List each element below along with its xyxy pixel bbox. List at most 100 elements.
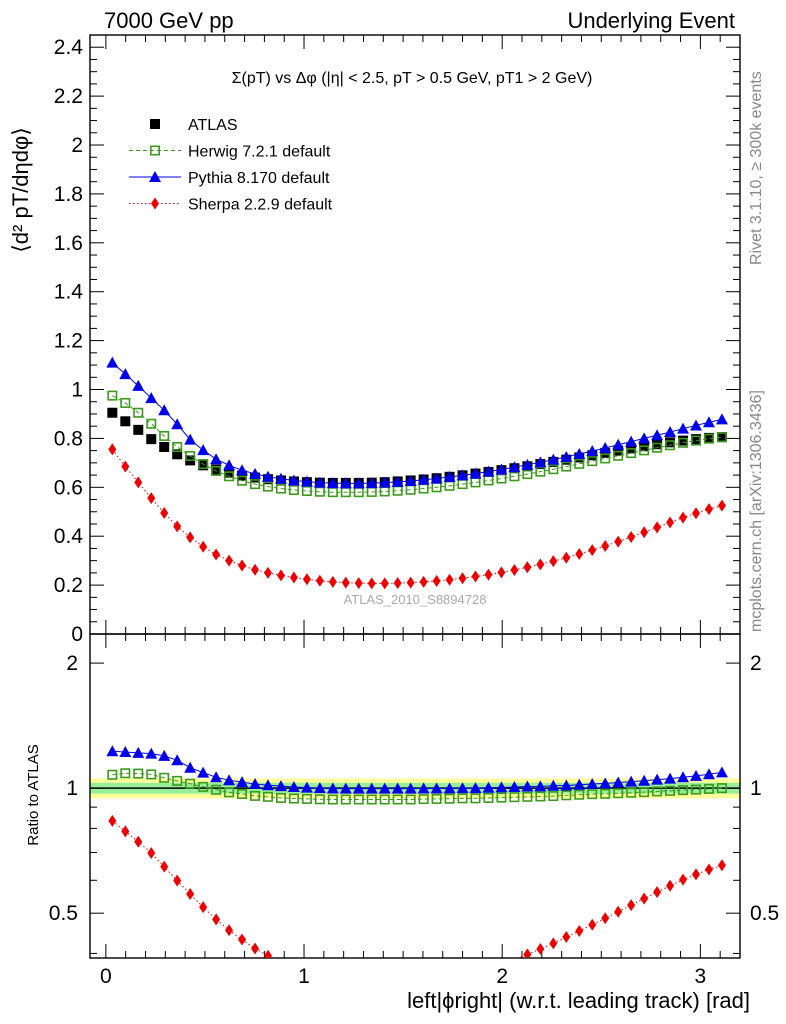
main-point-sherpa-2-2-9-default: [186, 531, 195, 544]
ratio-point-pythia-8-170-default: [352, 782, 365, 794]
main-point-herwig-7-2-1-default: [613, 450, 624, 461]
main-point-sherpa-2-2-9-default: [406, 576, 415, 589]
main-point-pythia-8-170-default: [547, 453, 560, 465]
ratio-point-pythia-8-170-default: [261, 779, 274, 791]
ratio-point-herwig-7-2-1-default: [522, 791, 533, 802]
main-point-atlas: [691, 434, 702, 445]
ratio-point-sherpa-2-2-9-default: [575, 924, 584, 937]
main-point-pythia-8-170-default: [651, 429, 664, 441]
ratio-point-herwig-7-2-1-default: [639, 787, 650, 798]
main-point-herwig-7-2-1-default: [716, 432, 727, 443]
ratio-point-pythia-8-170-default: [158, 749, 171, 761]
ratio-y-tick-label-right: 1: [750, 777, 762, 800]
ratio-point-pythia-8-170-default: [223, 774, 236, 786]
main-point-atlas: [211, 464, 222, 475]
ratio-y-tick-label: 1: [66, 777, 78, 800]
main-point-sherpa-2-2-9-default: [160, 506, 169, 519]
ratio-point-sherpa-2-2-9-default: [536, 942, 545, 955]
ratio-point-pythia-8-170-default: [132, 746, 145, 758]
ratio-point-herwig-7-2-1-default: [613, 788, 624, 799]
ratio-point-herwig-7-2-1-default: [600, 788, 611, 799]
main-point-pythia-8-170-default: [287, 474, 300, 486]
main-point-atlas: [133, 424, 144, 435]
ratio-point-herwig-7-2-1-default: [626, 787, 637, 798]
ratio-point-herwig-7-2-1-default: [379, 794, 390, 805]
main-point-pythia-8-170-default: [534, 456, 547, 468]
ratio-point-sherpa-2-2-9-default: [263, 949, 272, 958]
main-point-pythia-8-170-default: [443, 471, 456, 483]
ratio-point-herwig-7-2-1-default: [535, 791, 546, 802]
main-y-tick-label: 0: [71, 623, 83, 646]
ratio-point-herwig-7-2-1-default: [509, 792, 520, 803]
ratio-point-herwig-7-2-1-default: [185, 778, 196, 789]
legend-marker-pythia-8-170-default: [149, 171, 161, 182]
ratio-point-herwig-7-2-1-default: [496, 792, 507, 803]
rivet-label: Rivet 3.1.10, ≥ 300k events: [748, 71, 765, 265]
ratio-point-pythia-8-170-default: [625, 775, 638, 787]
main-point-herwig-7-2-1-default: [198, 459, 209, 470]
main-point-pythia-8-170-default: [158, 404, 171, 416]
main-y-tick-label: 1: [71, 379, 83, 402]
main-point-sherpa-2-2-9-default: [302, 573, 311, 586]
ratio-point-sherpa-2-2-9-default: [666, 879, 675, 892]
legend-label-pythia-8-170-default: Pythia 8.170 default: [188, 170, 330, 187]
main-point-pythia-8-170-default: [404, 474, 417, 486]
ratio-point-herwig-7-2-1-default: [288, 793, 299, 804]
main-y-tick-label: 2.2: [54, 85, 83, 108]
main-line-herwig-7-2-1-default: [112, 395, 723, 493]
ratio-point-sherpa-2-2-9-default: [640, 892, 649, 905]
main-point-atlas: [120, 416, 131, 427]
ratio-point-pythia-8-170-default: [119, 745, 132, 757]
ratio-point-pythia-8-170-default: [249, 778, 262, 790]
ratio-point-herwig-7-2-1-default: [172, 775, 183, 786]
main-point-pythia-8-170-default: [482, 465, 495, 477]
ratio-point-herwig-7-2-1-default: [340, 794, 351, 805]
main-point-atlas: [716, 432, 727, 443]
ratio-y-tick-label-right: 2: [750, 652, 762, 675]
ratio-point-pythia-8-170-default: [690, 769, 703, 781]
ratio-point-pythia-8-170-default: [404, 782, 417, 794]
main-point-sherpa-2-2-9-default: [238, 559, 247, 572]
ratio-point-sherpa-2-2-9-default: [549, 937, 558, 950]
header-left: 7000 GeV pp: [104, 8, 234, 33]
ratio-point-pythia-8-170-default: [391, 782, 404, 794]
ratio-point-herwig-7-2-1-default: [198, 781, 209, 792]
ratio-point-pythia-8-170-default: [417, 782, 430, 794]
ratio-point-pythia-8-170-default: [145, 747, 158, 759]
main-point-herwig-7-2-1-default: [703, 433, 714, 444]
ratio-point-pythia-8-170-default: [508, 781, 521, 793]
main-ylabel: ⟨d² pT/dηdφ⟩: [8, 127, 33, 253]
main-point-pythia-8-170-default: [560, 450, 573, 462]
main-point-sherpa-2-2-9-default: [692, 507, 701, 520]
main-point-sherpa-2-2-9-default: [393, 577, 402, 590]
main-point-pythia-8-170-default: [469, 467, 482, 479]
main-point-pythia-8-170-default: [300, 475, 313, 487]
ratio-point-sherpa-2-2-9-default: [225, 924, 234, 937]
ratio-point-pythia-8-170-default: [326, 782, 339, 794]
main-point-herwig-7-2-1-default: [665, 440, 676, 451]
main-y-tick-label: 1.6: [54, 232, 83, 255]
main-point-pythia-8-170-default: [599, 441, 612, 453]
ratio-point-pythia-8-170-default: [534, 780, 547, 792]
main-point-pythia-8-170-default: [210, 453, 223, 465]
main-point-sherpa-2-2-9-default: [510, 563, 519, 576]
main-point-pythia-8-170-default: [365, 477, 378, 489]
main-point-sherpa-2-2-9-default: [367, 577, 376, 590]
legend-label-sherpa-2-2-9-default: Sherpa 2.2.9 default: [188, 197, 333, 214]
main-point-sherpa-2-2-9-default: [251, 563, 260, 576]
main-point-herwig-7-2-1-default: [626, 448, 637, 459]
main-point-sherpa-2-2-9-default: [445, 573, 454, 586]
main-point-sherpa-2-2-9-default: [134, 476, 143, 489]
main-point-pythia-8-170-default: [339, 477, 352, 489]
ratio-point-sherpa-2-2-9-default: [717, 859, 726, 872]
main-point-sherpa-2-2-9-default: [679, 511, 688, 524]
main-point-atlas: [146, 434, 157, 445]
main-point-atlas: [703, 432, 714, 443]
legend-marker-atlas: [150, 119, 160, 129]
main-point-atlas: [159, 441, 170, 452]
main-y-tick-label: 0.6: [54, 476, 83, 499]
ratio-point-sherpa-2-2-9-default: [523, 948, 532, 958]
ratio-point-pythia-8-170-default: [313, 782, 326, 794]
main-point-pythia-8-170-default: [677, 422, 690, 434]
